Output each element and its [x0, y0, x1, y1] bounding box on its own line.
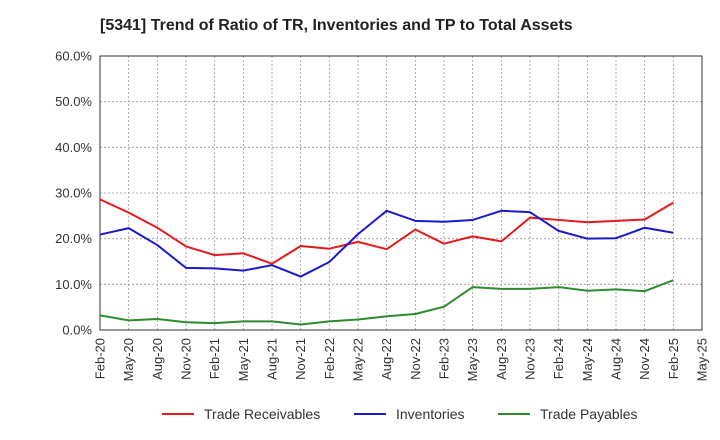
y-tick-label: 40.0% [55, 140, 92, 155]
series-lines [99, 198, 674, 326]
x-axis: Feb-20 May-20 Aug-20 Nov-20 Feb-21 May-21 Aug-… [93, 338, 710, 381]
x-tick-label: Aug-23 [494, 338, 509, 380]
chart-title: [5341] Trend of Ratio of TR, Inventories… [100, 17, 573, 34]
legend-label-trade-payables: Trade Payables [540, 406, 638, 422]
series-line-trade-payables [99, 279, 674, 326]
x-tick-label: Feb-25 [666, 338, 681, 379]
x-tick-label: Nov-23 [523, 338, 538, 380]
x-tick-label: Feb-24 [551, 338, 566, 379]
x-tick-label: May-21 [236, 338, 251, 381]
x-tick-label: Feb-23 [437, 338, 452, 379]
y-axis: 0.0% 10.0% 20.0% 30.0% 40.0% 50.0% 60.0% [55, 49, 92, 338]
plot-border [99, 55, 703, 331]
x-tick-label: May-24 [580, 338, 595, 381]
x-tick-label: Aug-24 [609, 338, 624, 380]
series-line-trade-receivables [99, 198, 674, 265]
legend: Trade Receivables Inventories Trade Payabl… [162, 406, 638, 422]
y-tick-label: 50.0% [55, 94, 92, 109]
x-tick-label: Nov-20 [179, 338, 194, 380]
y-tick-label: 20.0% [55, 231, 92, 246]
y-tick-label: 0.0% [62, 323, 92, 338]
x-tick-label: Feb-20 [93, 338, 108, 379]
legend-label-trade-receivables: Trade Receivables [204, 406, 320, 422]
x-tick-label: May-25 [695, 338, 710, 381]
series-line-inventories [99, 209, 674, 278]
y-tick-label: 10.0% [55, 277, 92, 292]
x-tick-label: Nov-24 [637, 338, 652, 380]
y-tick-label: 30.0% [55, 186, 92, 201]
x-tick-label: Aug-21 [265, 338, 280, 380]
legend-label-inventories: Inventories [396, 406, 464, 422]
x-tick-label: May-23 [465, 338, 480, 381]
x-tick-label: May-22 [351, 338, 366, 381]
y-tick-label: 60.0% [55, 49, 92, 64]
x-tick-label: Nov-21 [293, 338, 308, 380]
x-tick-label: May-20 [121, 338, 136, 381]
x-tick-label: Feb-21 [207, 338, 222, 379]
x-tick-label: Nov-22 [408, 338, 423, 380]
x-tick-label: Aug-22 [379, 338, 394, 380]
x-tick-label: Aug-20 [150, 338, 165, 380]
x-tick-label: Feb-22 [322, 338, 337, 379]
